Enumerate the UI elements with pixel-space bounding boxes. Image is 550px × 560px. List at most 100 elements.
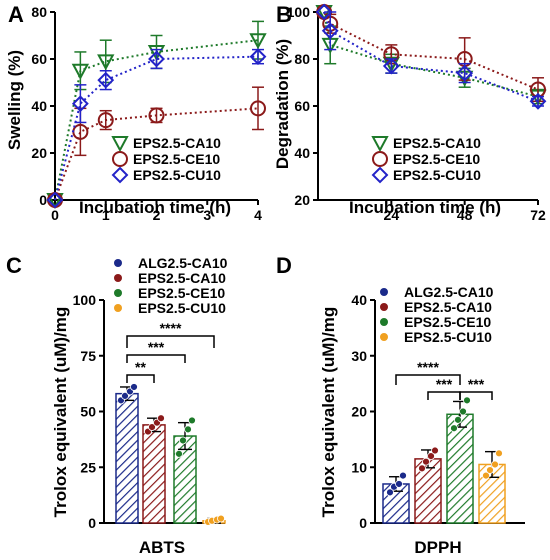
- panel-d-ytick-label: 20: [351, 404, 367, 420]
- panel-a-legend-marker: [111, 136, 129, 153]
- panel-d-data-point: [450, 424, 458, 433]
- panel-c-legend-marker: [114, 304, 122, 312]
- panel-d-data-point: [495, 449, 503, 458]
- panel-d-data-point: [386, 488, 394, 497]
- panel-d-data-point: [486, 466, 494, 474]
- panel-b-ytick-label: 40: [294, 145, 310, 161]
- panel-c-data-point: [217, 514, 225, 523]
- panel-b-point: [529, 92, 547, 110]
- panel-a-xtick-label: 2: [153, 207, 161, 223]
- panel-a-point: [250, 100, 266, 117]
- panel-b-ytick-label: 60: [294, 98, 310, 114]
- panel-b-xtick-label: 72: [530, 207, 546, 223]
- panel-c-bar: [115, 392, 139, 524]
- panel-c-bar: [142, 424, 166, 524]
- panel-b-ytick-label: 100: [287, 4, 311, 20]
- panel-a-legend-label: EPS2.5-CU10: [133, 167, 221, 183]
- panel-a-point: [97, 112, 114, 129]
- panel-d-ytick-label: 40: [351, 292, 367, 308]
- panel-a-legend-label: EPS2.5-CA10: [133, 135, 221, 151]
- panel-b-legend-label: EPS2.5-CA10: [393, 135, 481, 151]
- panel-a-series-line: [54, 55, 259, 201]
- panel-d-sig-bracket: [459, 391, 493, 400]
- panel-a-legend-label: EPS2.5-CE10: [133, 151, 220, 167]
- panel-c-legend-label: ALG2.5-CA10: [138, 255, 228, 271]
- panel-a-point: [249, 33, 267, 50]
- panel-b-legend-marker: [371, 136, 389, 153]
- panel-d-legend-label: ALG2.5-CA10: [404, 284, 494, 300]
- panel-b-point: [456, 64, 474, 82]
- panel-b-ylabel: Degradation (%): [273, 39, 292, 169]
- panel-a-ylabel: Swelling (%): [5, 50, 24, 150]
- panel-a-ytick-label: 0: [39, 192, 47, 208]
- panel-c-data-point: [175, 449, 183, 458]
- panel-c-sig-label: ***: [148, 339, 165, 355]
- panel-c-xlabel: ABTS: [139, 538, 185, 557]
- panel-a-xtick-label: 1: [102, 207, 110, 223]
- panel-d-data-point: [418, 464, 426, 473]
- panel-c-data-point: [157, 414, 165, 423]
- panel-d-legend-marker: [380, 333, 388, 341]
- panel-c-ytick-label: 75: [80, 348, 96, 364]
- panel-c-data-point: [148, 423, 156, 432]
- panel-b-xtick-label: 48: [457, 207, 473, 223]
- panel-c-legend-marker: [114, 289, 122, 297]
- panel-a-ytick-label: 40: [31, 98, 47, 114]
- panel-d-sig-label: ****: [417, 359, 439, 375]
- panel-d-data-point: [459, 407, 467, 416]
- panel-c-sig-label: ****: [160, 320, 182, 336]
- panel-c-sig-bracket: [126, 335, 215, 348]
- panel-a-point: [71, 63, 90, 80]
- panel-d-sig-bracket: [427, 391, 461, 400]
- panel-c-legend-label: EPS2.5-CU10: [138, 300, 226, 316]
- panel-c-sig-label: **: [135, 359, 146, 375]
- panel-c-legend-label: EPS2.5-CE10: [138, 285, 225, 301]
- panel-b-legend-marker: [372, 151, 388, 167]
- panel-b-point: [315, 3, 333, 21]
- panel-b-legend-label: EPS2.5-CE10: [393, 151, 480, 167]
- panel-b-legend-marker: [371, 166, 389, 184]
- panel-a-point: [97, 71, 115, 89]
- panel-d-legend-label: EPS2.5-CE10: [404, 314, 491, 330]
- panel-d-legend-marker: [380, 318, 388, 326]
- panel-a-ytick-label: 60: [31, 51, 47, 67]
- panel-a-xtick-label: 3: [203, 207, 211, 223]
- panel-a-xlabel: Incubation time (h): [79, 198, 231, 217]
- panel-c-data-point: [130, 383, 138, 391]
- panel-d-ytick-label: 10: [351, 459, 367, 475]
- panel-letter-a: A: [8, 2, 24, 27]
- panel-b-xlabel: Incubation time (h): [349, 198, 501, 217]
- panel-a-legend-marker: [111, 166, 129, 184]
- panel-a-point: [97, 54, 115, 71]
- panel-b-series-line: [323, 11, 539, 91]
- panel-c-ytick-label: 50: [80, 404, 96, 420]
- panel-d-data-point: [422, 457, 430, 466]
- panel-a-legend-marker: [112, 151, 128, 167]
- panel-d-data-point: [427, 452, 435, 461]
- panel-c-ytick-label: 25: [80, 459, 96, 475]
- panel-c-data-point: [179, 436, 187, 445]
- panel-b-series-line: [323, 11, 539, 98]
- panel-d-ylabel: Trolox equivalent (uM)/mg: [319, 307, 338, 518]
- panel-a-ytick-label: 80: [31, 4, 47, 20]
- panel-b-xtick-label: 24: [384, 207, 400, 223]
- panel-a-point: [46, 191, 64, 209]
- panel-c-data-point: [121, 391, 129, 400]
- panel-a-ytick-label: 20: [31, 145, 47, 161]
- panel-c-legend-label: EPS2.5-CA10: [138, 270, 226, 286]
- panel-letter-c: C: [6, 253, 22, 278]
- panel-d-xlabel: DPPH: [414, 538, 461, 557]
- panel-d-data-point: [463, 396, 471, 405]
- panel-c-legend-marker: [114, 259, 122, 267]
- panel-b-point: [382, 57, 400, 75]
- panel-d-sig-label: ***: [468, 376, 485, 392]
- panel-d-data-point: [491, 460, 499, 469]
- panel-c-ytick-label: 100: [73, 292, 97, 308]
- panel-d-sig-label: ***: [436, 376, 453, 392]
- panel-letter-b: B: [276, 2, 292, 27]
- panel-d-ytick-label: 0: [359, 515, 367, 531]
- panel-c-ylabel: Trolox equivalent (uM)/mg: [51, 307, 70, 518]
- panel-d-legend-label: EPS2.5-CA10: [404, 299, 492, 315]
- panel-d-legend-marker: [380, 288, 388, 296]
- panel-d-legend-marker: [380, 303, 388, 311]
